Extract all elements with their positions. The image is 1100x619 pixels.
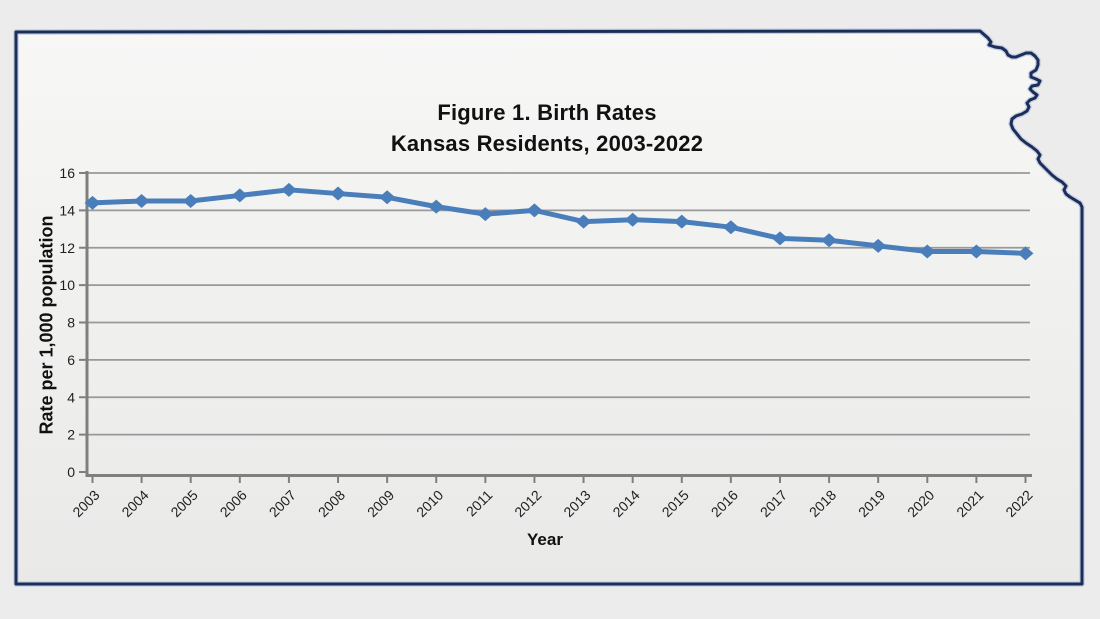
data-point-marker bbox=[722, 220, 739, 235]
y-tick-label: 10 bbox=[59, 277, 75, 293]
data-point-marker bbox=[575, 214, 592, 229]
x-tick-label: 2022 bbox=[1002, 487, 1035, 520]
y-tick-label: 12 bbox=[59, 240, 75, 256]
x-tick-label: 2004 bbox=[118, 487, 151, 520]
data-point-marker bbox=[870, 238, 887, 253]
trend-line bbox=[90, 187, 1028, 256]
x-tick-label: 2008 bbox=[315, 487, 348, 520]
x-tick-label: 2009 bbox=[364, 487, 397, 520]
data-point-marker bbox=[182, 194, 199, 209]
x-tick-label: 2015 bbox=[659, 487, 692, 520]
data-point-marker bbox=[379, 190, 396, 205]
data-point-marker bbox=[624, 212, 641, 227]
x-tick-label: 2014 bbox=[609, 487, 642, 520]
x-tick-label: 2013 bbox=[560, 487, 593, 520]
x-tick-label: 2021 bbox=[953, 487, 986, 520]
data-point-marker bbox=[771, 231, 788, 246]
x-tick-label: 2017 bbox=[757, 487, 790, 520]
x-tick-label: 2005 bbox=[167, 487, 200, 520]
x-tick-label: 2012 bbox=[511, 487, 544, 520]
data-point-marker bbox=[919, 244, 936, 259]
data-point-marker bbox=[133, 194, 150, 209]
x-tick-label: 2007 bbox=[266, 487, 299, 520]
data-point-marker bbox=[673, 214, 690, 229]
x-tick-label: 2016 bbox=[708, 487, 741, 520]
data-point-marker bbox=[968, 244, 985, 259]
x-tick-label: 2018 bbox=[806, 487, 839, 520]
data-point-marker bbox=[330, 186, 347, 201]
chart-title-line2: Kansas Residents, 2003-2022 bbox=[390, 131, 704, 156]
y-tick-label: 8 bbox=[67, 315, 75, 331]
y-axis-title: Rate per 1,000 population bbox=[36, 215, 57, 435]
data-point-marker bbox=[821, 233, 838, 248]
chart-title: Figure 1. Birth Rates Kansas Residents, … bbox=[197, 97, 897, 159]
kansas-border-path bbox=[14, 29, 1084, 586]
data-point-marker bbox=[84, 195, 101, 210]
chart-title-line1: Figure 1. Birth Rates bbox=[437, 100, 657, 125]
data-point-marker bbox=[231, 188, 248, 203]
x-tick-label: 2019 bbox=[855, 487, 888, 520]
data-point-marker bbox=[428, 199, 445, 214]
y-tick-label: 14 bbox=[59, 202, 75, 218]
x-axis-title: Year bbox=[527, 530, 563, 549]
data-point-marker bbox=[526, 203, 543, 218]
y-tick-label: 4 bbox=[67, 389, 75, 405]
y-tick-label: 2 bbox=[67, 427, 75, 443]
data-point-marker bbox=[1017, 246, 1034, 261]
y-tick-label: 6 bbox=[67, 352, 75, 368]
x-tick-label: 2003 bbox=[69, 487, 102, 520]
x-tick-label: 2006 bbox=[217, 487, 250, 520]
x-tick-label: 2010 bbox=[413, 487, 446, 520]
y-tick-label: 0 bbox=[67, 464, 75, 480]
y-tick-label: 16 bbox=[59, 165, 75, 181]
x-tick-label: 2011 bbox=[463, 487, 496, 520]
data-point-marker bbox=[477, 207, 494, 222]
x-tick-label: 2020 bbox=[904, 487, 937, 520]
data-point-marker bbox=[280, 182, 297, 197]
